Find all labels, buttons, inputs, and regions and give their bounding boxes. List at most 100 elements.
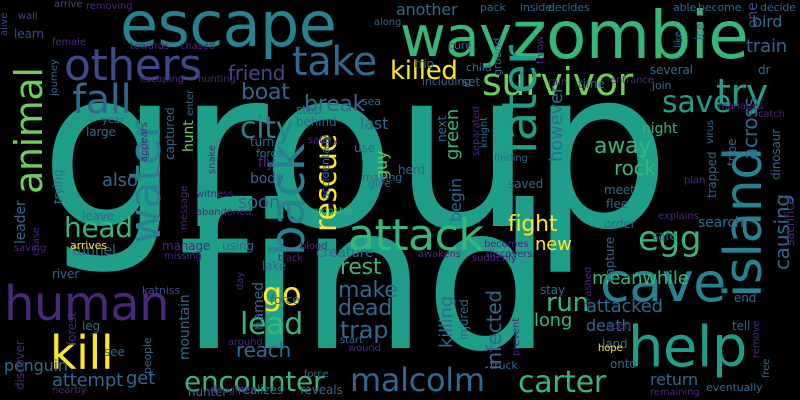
cloud-word: leg — [82, 319, 100, 333]
cloud-word: decides — [548, 1, 590, 14]
cloud-word: capture — [603, 236, 617, 282]
cloud-word: katniss — [142, 284, 180, 297]
cloud-word: awakens — [418, 249, 461, 260]
cloud-word: river — [52, 267, 80, 281]
cloud-word: safety — [308, 135, 339, 146]
cloud-word: begin — [446, 178, 465, 222]
cloud-word: named — [251, 282, 267, 330]
cloud-word: make — [338, 278, 398, 303]
cloud-word: people — [141, 337, 154, 374]
cloud-word: find — [178, 163, 552, 396]
cloud-word: soon — [238, 192, 281, 213]
cloud-word: wall — [18, 11, 38, 22]
cloud-word: virus — [705, 120, 716, 144]
cloud-word: hunter — [188, 385, 228, 399]
cloud-word: journey — [49, 59, 60, 96]
cloud-word: turn — [250, 135, 275, 149]
cloud-word: leave — [82, 209, 114, 223]
cloud-word: blood — [300, 241, 328, 252]
cloud-word: year — [102, 115, 124, 126]
cloud-word: however — [546, 85, 567, 162]
cloud-word: herd — [398, 163, 425, 177]
cloud-word: removing — [86, 1, 133, 12]
cloud-word: remaining — [650, 387, 700, 398]
cloud-word: meanwhile — [592, 268, 689, 289]
cloud-word: including — [422, 75, 472, 88]
cloud-word: ice — [693, 23, 707, 40]
cloud-word: become — [698, 1, 742, 14]
cloud-word: trapped — [705, 151, 719, 198]
cloud-word: order — [604, 217, 636, 231]
cloud-word: last — [360, 114, 389, 133]
cloud-word: night — [642, 121, 678, 137]
cloud-word: end — [734, 291, 757, 305]
cloud-word: next — [435, 115, 449, 142]
cloud-word: lead — [240, 307, 304, 342]
cloud-word: missing — [164, 251, 202, 262]
cloud-word: trying — [51, 169, 65, 204]
cloud-word: open — [606, 321, 631, 332]
cloud-word: give — [368, 177, 391, 190]
cloud-word: nearby — [52, 385, 87, 396]
cloud-word: appears — [139, 122, 150, 162]
cloud-word: city — [240, 111, 294, 146]
cloud-word: malcolm — [350, 361, 485, 399]
cloud-word: pack — [480, 1, 506, 14]
cloud-word: land — [602, 337, 628, 351]
cloud-word: ground — [491, 37, 504, 76]
cloud-word: start — [340, 335, 363, 346]
cloud-word: attacked — [586, 296, 663, 317]
cloud-word: attempt — [52, 370, 123, 391]
cloud-word: tell — [732, 319, 751, 333]
cloud-word: chased — [180, 41, 216, 52]
cloud-word: large — [86, 125, 116, 139]
cloud-word: get — [126, 368, 156, 389]
cloud-word: cure — [448, 39, 472, 52]
cloud-word: captured — [163, 107, 177, 160]
cloud-word: discovers — [486, 249, 533, 260]
cloud-word: child — [466, 61, 492, 74]
cloud-word: hunt — [181, 120, 197, 152]
cloud-word: go — [262, 275, 302, 313]
cloud-word: fly — [258, 155, 275, 171]
cloud-word: penguin — [4, 356, 68, 375]
cloud-word: escape — [120, 0, 337, 61]
cloud-word: hunting — [198, 74, 236, 85]
cloud-word: force — [256, 147, 284, 160]
cloud-word: escaping — [140, 74, 184, 85]
cloud-word: see — [104, 345, 125, 359]
cloud-word: enter — [185, 89, 196, 116]
cloud-word: train — [746, 36, 787, 57]
cloud-word: time — [578, 77, 605, 91]
cloud-word: another — [396, 0, 458, 19]
cloud-word: suddenly — [472, 253, 517, 264]
cloud-word: cave — [600, 251, 726, 314]
cloud-word: try — [716, 71, 768, 115]
cloud-word: group — [40, 22, 670, 278]
cloud-word: discover — [13, 340, 27, 390]
cloud-word: tribe — [725, 138, 739, 166]
cloud-word: animal — [7, 67, 51, 194]
cloud-word: sea — [362, 95, 381, 108]
cloud-word: carter — [518, 365, 606, 400]
cloud-word: take — [292, 39, 377, 85]
cloud-word: long — [534, 310, 573, 331]
cloud-word: dr — [758, 63, 771, 77]
cloud-word: human — [4, 276, 170, 332]
cloud-word: making — [362, 171, 403, 184]
cloud-word: finding — [494, 153, 528, 164]
cloud-word: day — [235, 271, 246, 290]
cloud-word: arrive — [54, 0, 83, 10]
cloud-word: wound — [348, 343, 381, 354]
cloud-word: accidentally — [319, 135, 332, 200]
cloud-word: friend — [228, 61, 286, 85]
cloud-word: way — [400, 5, 512, 70]
cloud-word: kill — [50, 326, 114, 380]
cloud-word: encounter — [184, 365, 325, 398]
cloud-word: save — [662, 85, 732, 120]
cloud-word: trio — [414, 57, 434, 71]
cloud-word: becomes — [484, 239, 529, 250]
cloud-word: fall — [72, 77, 132, 123]
cloud-word: dead — [338, 296, 393, 321]
